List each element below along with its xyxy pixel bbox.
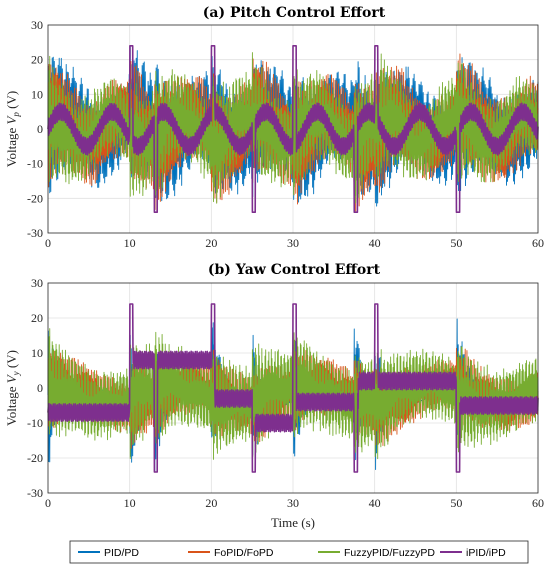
y-tick-label: -20 xyxy=(27,191,43,205)
legend-entry-label: FoPID/FoPD xyxy=(214,547,274,559)
yaw-series-lines xyxy=(47,303,539,473)
legend-box xyxy=(69,540,529,564)
y-tick-label: -20 xyxy=(27,451,43,465)
legend-entry-label: iPID/iPD xyxy=(466,547,506,559)
yaw-axes-box xyxy=(47,282,539,494)
legend-entry-label: FuzzyPID/FuzzyPD xyxy=(344,547,435,559)
pitch-panel: (a) Pitch Control Effort 0 10 20 30 40 50 60 -3… xyxy=(4,5,544,250)
x-tick-label: 10 xyxy=(124,496,136,510)
x-tick-label: 0 xyxy=(45,496,51,510)
x-tick-label: 20 xyxy=(205,236,217,250)
y-tick-label: -10 xyxy=(27,157,43,171)
x-tick-label: 20 xyxy=(205,496,217,510)
series-line-ipid-ipd xyxy=(47,303,539,473)
x-tick-label: 30 xyxy=(287,236,299,250)
y-tick-label: 0 xyxy=(37,381,43,395)
pitch-tick-labels: 0 10 20 30 40 50 60 -30 -20 -10 0 10 20 30 xyxy=(27,18,544,250)
yaw-title: (b) Yaw Control Effort xyxy=(208,262,381,278)
x-tick-label: 60 xyxy=(532,496,544,510)
y-tick-label: 10 xyxy=(31,87,43,101)
x-tick-label: 60 xyxy=(532,236,544,250)
yaw-panel: (b) Yaw Control Effort 0 10 20 30 40 50 60 -30 -… xyxy=(4,262,544,530)
yaw-tick-labels: 0 10 20 30 40 50 60 -30 -20 -10 0 10 20 30 xyxy=(27,276,544,510)
x-tick-label: 10 xyxy=(124,236,136,250)
pitch-ylabel: Voltage Vp (V) xyxy=(4,91,21,167)
y-tick-label: 30 xyxy=(31,276,43,290)
pitch-title: (a) Pitch Control Effort xyxy=(203,5,386,21)
pitch-series-lines xyxy=(47,45,539,213)
x-tick-label: 50 xyxy=(450,236,462,250)
x-tick-label: 50 xyxy=(450,496,462,510)
x-tick-label: 40 xyxy=(369,236,381,250)
y-tick-label: -30 xyxy=(27,486,43,500)
y-tick-label: 20 xyxy=(31,53,43,67)
y-tick-label: 10 xyxy=(31,346,43,360)
x-tick-label: 40 xyxy=(369,496,381,510)
x-tick-label: 0 xyxy=(45,236,51,250)
pitch-axes-box xyxy=(47,24,539,234)
x-axis-label: Time (s) xyxy=(271,515,315,530)
x-tick-label: 30 xyxy=(287,496,299,510)
legend-entry-label: PID/PD xyxy=(104,547,139,559)
legend: PID/PD FoPID/FoPD FuzzyPID/FuzzyPD iPID/iPD xyxy=(69,540,529,564)
yaw-ylabel: Voltage Vy (V) xyxy=(4,350,21,426)
y-tick-label: 20 xyxy=(31,311,43,325)
y-tick-label: 0 xyxy=(37,122,43,136)
series-line-ipid-ipd xyxy=(47,45,539,213)
y-tick-label: 30 xyxy=(31,18,43,32)
y-tick-label: -10 xyxy=(27,416,43,430)
y-tick-label: -30 xyxy=(27,226,43,240)
